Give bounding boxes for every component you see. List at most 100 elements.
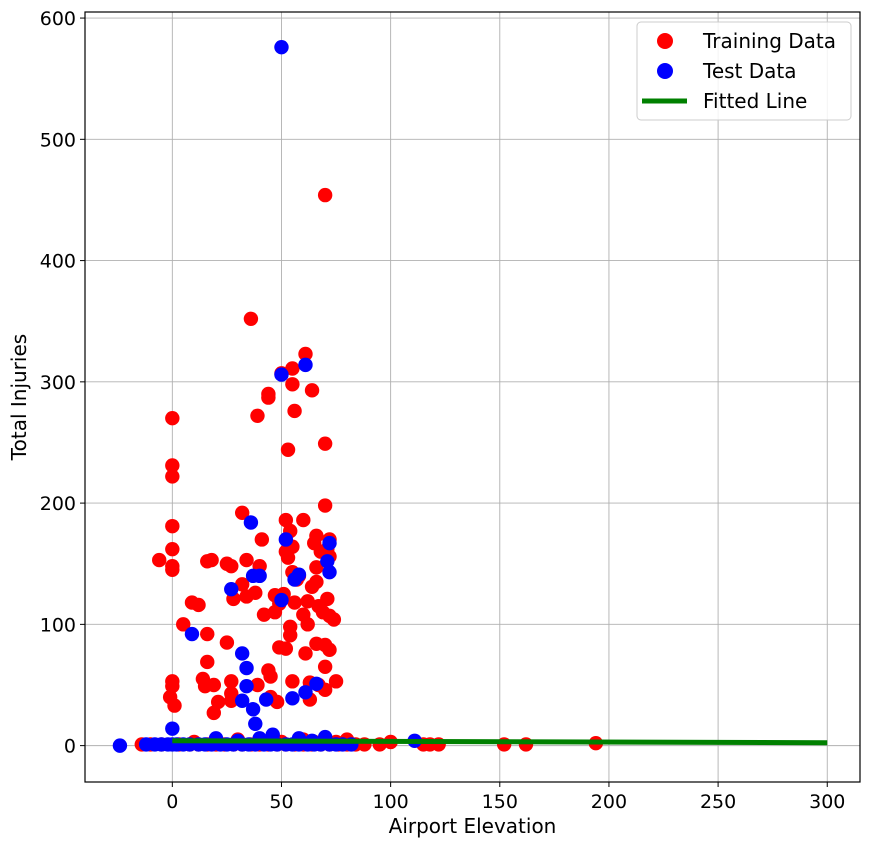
y-tick-label: 100 [40, 614, 76, 636]
test-data-point [265, 727, 280, 742]
training-data-point [261, 390, 276, 405]
training-data-point [165, 469, 180, 484]
training-data-point [322, 642, 337, 658]
test-data-point [245, 568, 261, 584]
test-data-point [274, 592, 289, 608]
training-data-point [250, 408, 265, 423]
training-data-point [167, 698, 182, 713]
test-data-point [239, 679, 254, 694]
training-data-point [285, 361, 300, 376]
training-data-point [254, 532, 270, 547]
y-tick-label: 0 [64, 736, 76, 758]
training-data-point [224, 693, 239, 708]
training-data-point [224, 558, 239, 574]
test-data-point [239, 660, 254, 676]
training-data-point [165, 518, 180, 534]
training-data-point [326, 612, 342, 627]
x-tick-label: 300 [809, 791, 845, 813]
training-data-point [317, 498, 333, 513]
test-data-point [234, 646, 250, 661]
legend-label-training-data: Training Data [702, 29, 836, 53]
legend-marker-training-data [657, 33, 673, 49]
training-data-point [296, 512, 311, 528]
training-data-point [250, 677, 265, 693]
training-data-point [204, 552, 219, 568]
training-data-point [309, 528, 324, 544]
training-data-point [317, 659, 333, 675]
test-data-point [184, 626, 200, 642]
training-data-point [191, 597, 206, 613]
legend-box [636, 21, 852, 121]
x-tick-label: 200 [591, 791, 627, 813]
plot-frame [84, 11, 861, 783]
training-data-point [243, 311, 259, 326]
y-tick-label: 500 [40, 129, 76, 151]
test-data-point [165, 721, 180, 736]
test-data-point [278, 532, 294, 547]
training-data-point [206, 677, 222, 693]
test-data-point [298, 357, 313, 373]
x-axis-label: Airport Elevation [389, 814, 557, 838]
training-data-point [234, 505, 250, 521]
test-data-point [258, 692, 274, 707]
training-data-point [287, 595, 302, 610]
training-data-point [300, 617, 315, 632]
test-data-point [320, 554, 335, 569]
training-data-point [206, 705, 222, 721]
training-data-point [165, 411, 180, 426]
test-data-point [322, 565, 337, 580]
training-data-point [283, 628, 298, 643]
test-data-point [224, 581, 239, 597]
training-data-point [285, 674, 300, 689]
training-data-point [309, 560, 324, 575]
training-data-point [298, 646, 313, 661]
training-data-point [304, 383, 320, 398]
training-data-point [152, 552, 167, 568]
x-tick-label: 50 [269, 791, 293, 813]
training-data-point [165, 562, 180, 577]
training-data-point [298, 346, 313, 362]
training-data-point [285, 377, 300, 392]
test-data-point [285, 691, 300, 706]
test-data-point [248, 716, 263, 731]
data-marks [112, 39, 828, 753]
training-data-point [278, 512, 294, 528]
y-tick-label: 300 [40, 372, 76, 394]
x-tick-label: 250 [700, 791, 736, 813]
training-data-point [309, 574, 324, 590]
training-data-point [280, 442, 296, 457]
training-data-point [224, 674, 239, 689]
test-data-point [274, 39, 289, 55]
training-data-point [219, 635, 235, 650]
test-data-point [245, 702, 261, 717]
training-data-point [263, 669, 278, 684]
training-data-point [210, 694, 226, 710]
grid-lines [85, 12, 860, 782]
training-data-point [287, 403, 302, 419]
legend-marker-test-data [657, 63, 673, 79]
plot-background [85, 12, 860, 782]
y-tick-label: 600 [40, 8, 76, 30]
axis-ticks: 0 50 100 150 200 250 300 0 100 200 300 400 500 600 [40, 8, 846, 813]
training-data-point [300, 594, 315, 609]
training-data-point [248, 585, 263, 601]
training-data-point [256, 607, 272, 622]
training-data-point [176, 617, 191, 632]
training-data-point [278, 641, 294, 656]
fitted-line [172, 738, 828, 746]
training-data-point [328, 674, 344, 689]
test-data-point [243, 515, 259, 530]
y-tick-label: 400 [40, 251, 76, 273]
training-data-point [317, 436, 333, 451]
x-tick-label: 150 [482, 791, 518, 813]
legend-label-test-data: Test Data [702, 59, 797, 83]
training-data-point [234, 577, 250, 592]
training-data-point [165, 679, 180, 694]
training-data-point [280, 550, 296, 565]
test-data-point [322, 535, 337, 551]
test-data-point [309, 676, 324, 691]
training-data-point [200, 654, 215, 670]
test-data-point [112, 738, 128, 753]
test-data-point [274, 367, 289, 382]
